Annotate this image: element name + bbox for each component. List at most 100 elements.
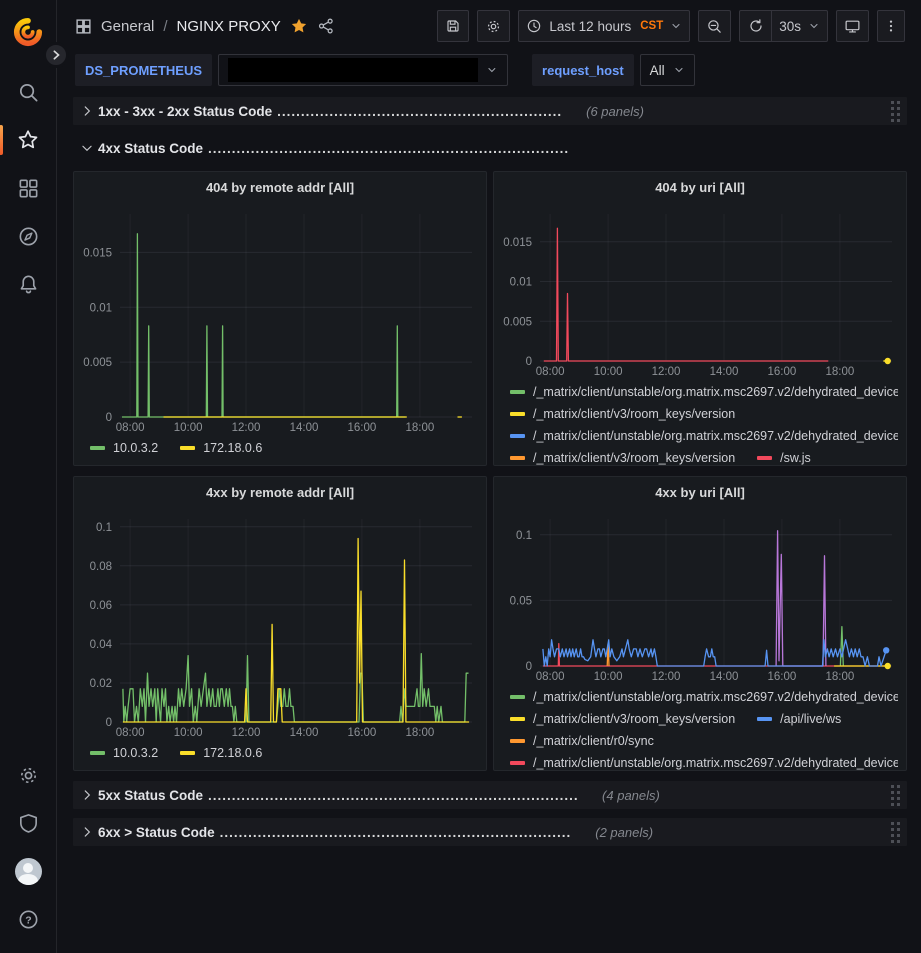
legend-row: /_matrix/client/r0/sync [510,730,898,752]
svg-text:0.08: 0.08 [90,561,112,573]
dashboard-settings-button[interactable] [477,10,511,42]
time-range-picker[interactable]: Last 12 hours CST [518,10,691,42]
sidebar-item-server-admin[interactable] [6,801,50,845]
variable-label-ds-prometheus[interactable]: DS_PROMETHEUS [75,54,213,86]
sidebar-item-alerting[interactable] [6,262,50,306]
legend-item[interactable]: /_matrix/client/unstable/org.matrix.msc2… [510,429,898,443]
row-title-dots: ........................................… [219,824,572,840]
svg-text:08:00: 08:00 [536,366,565,378]
legend-color-marker [90,446,105,450]
time-range-label: Last 12 hours [549,18,632,34]
legend-item[interactable]: 10.0.3.2 [90,441,158,455]
legend-row: /_matrix/client/v3/room_keys/version [510,403,898,425]
legend-item[interactable]: 10.0.3.2 [90,746,158,760]
row-6xx[interactable]: 6xx > Status Code ......................… [73,818,907,846]
svg-text:0.015: 0.015 [83,247,112,259]
legend-color-marker [510,434,525,438]
timeseries-chart[interactable]: 0 0.005 0.01 0.015 08:00 10:00 12:00 14:00 16:00… [494,202,906,379]
sidebar-item-explore[interactable] [6,214,50,258]
chart-svg: 0 0.005 0.01 0.015 08:00 10:00 12:00 14:00 16:00… [503,214,892,378]
variable-value: All [649,62,665,78]
sidebar-item-help[interactable]: ? [6,897,50,941]
sidebar-item-starred[interactable] [0,118,50,162]
legend-label: /_matrix/client/unstable/org.matrix.msc2… [533,385,898,399]
grafana-logo[interactable] [6,10,50,54]
svg-text:0: 0 [526,356,532,368]
legend-item[interactable]: /_matrix/client/unstable/org.matrix.msc2… [510,756,898,770]
sidebar-item-dashboards[interactable] [6,166,50,210]
sidebar-item-user-profile[interactable] [6,849,50,893]
row-drag-handle[interactable] [890,784,901,806]
timeseries-chart[interactable]: 0 0.05 0.1 08:00 10:00 12:00 14:00 16:00 18:00 [494,507,906,684]
legend-item[interactable]: /_matrix/client/v3/room_keys/version [510,407,735,421]
chart-svg: 0 0.005 0.01 0.015 08:00 10:00 12:00 14:00 16:00… [83,214,472,434]
cycle-view-mode-button[interactable] [836,10,869,42]
row-drag-handle[interactable] [890,100,901,122]
legend-row: /_matrix/client/unstable/org.matrix.msc2… [510,752,898,770]
svg-text:0.1: 0.1 [96,522,112,534]
chevron-right-icon [53,50,60,60]
row-1xx-3xx-2xx[interactable]: 1xx - 3xx - 2xx Status Code ............… [73,97,907,125]
save-icon [447,20,459,32]
legend-label: /_matrix/client/unstable/org.matrix.msc2… [533,429,898,443]
svg-text:0: 0 [106,717,112,729]
sidebar-item-configuration[interactable] [6,753,50,797]
panel-legend: 10.0.3.2 172.18.0.6 [74,740,486,770]
svg-text:18:00: 18:00 [406,727,435,739]
legend-item[interactable]: /api/live/ws [757,712,841,726]
svg-text:12:00: 12:00 [232,422,261,434]
legend-label: 172.18.0.6 [203,441,263,455]
refresh-interval-select[interactable]: 30s [771,10,828,42]
panel-title[interactable]: 404 by uri [All] [655,179,745,195]
zoom-out-button[interactable] [698,10,732,42]
legend-item[interactable]: /sw.js [757,451,811,465]
monitor-icon [845,20,860,33]
row-4xx[interactable]: 4xx Status Code ........................… [73,134,907,162]
kebab-menu-icon [889,20,893,32]
row-5xx[interactable]: 5xx Status Code ........................… [73,781,907,809]
share-icon[interactable] [317,17,335,35]
legend-item[interactable]: 172.18.0.6 [180,746,262,760]
legend-item[interactable]: /_matrix/client/v3/room_keys/version [510,451,735,465]
legend-row: /_matrix/client/v3/room_keys/version/sw.… [510,447,898,465]
grafana-logo-icon [13,17,43,47]
row-drag-handle[interactable] [890,821,901,843]
legend-item[interactable]: /_matrix/client/unstable/org.matrix.msc2… [510,385,898,399]
refresh-button[interactable] [739,10,772,42]
svg-text:0.015: 0.015 [503,237,532,249]
gear-icon [488,20,500,32]
chevron-right-icon [80,788,98,802]
timezone-label: CST [640,20,664,32]
chevron-down-icon [80,141,98,155]
chart-svg: 0 0.02 0.04 0.06 0.08 0.1 08:00 10:00 12:00 14:00… [90,519,472,739]
panel-title[interactable]: 4xx by uri [All] [655,484,745,500]
svg-text:08:00: 08:00 [116,422,145,434]
timeseries-chart[interactable]: 0 0.02 0.04 0.06 0.08 0.1 08:00 10:00 12:00 14:00… [74,507,486,740]
save-dashboard-button[interactable] [437,10,470,42]
svg-text:14:00: 14:00 [290,727,319,739]
more-options-button[interactable] [877,10,905,42]
favorite-star-icon[interactable] [290,17,308,35]
legend-color-marker [510,456,525,460]
breadcrumb-folder[interactable]: General [101,17,155,35]
variable-label-request-host[interactable]: request_host [532,54,634,86]
dashboard-title[interactable]: NGINX PROXY [176,17,281,35]
sidebar-item-search[interactable] [6,70,50,114]
timeseries-chart[interactable]: 0 0.005 0.01 0.015 08:00 10:00 12:00 14:00 16:00… [74,202,486,435]
legend-item[interactable]: 172.18.0.6 [180,441,262,455]
chevron-down-icon [672,23,680,29]
variable-select-request-host[interactable]: All [639,54,695,86]
panel-title[interactable]: 404 by remote addr [All] [205,179,355,195]
svg-text:18:00: 18:00 [406,422,435,434]
svg-text:08:00: 08:00 [536,671,565,683]
panel-title[interactable]: 4xx by remote addr [All] [205,484,355,500]
svg-text:10:00: 10:00 [594,671,623,683]
variable-select-ds-prometheus[interactable] [218,54,509,86]
sidebar-expand-button[interactable] [43,42,69,68]
panel-grid: 404 by remote addr [All] 0 0.005 0.01 0.015… [73,171,907,771]
legend-item[interactable]: /_matrix/client/unstable/org.matrix.msc2… [510,690,898,704]
svg-text:0.1: 0.1 [516,530,532,542]
legend-item[interactable]: /_matrix/client/r0/sync [510,734,654,748]
legend-item[interactable]: /_matrix/client/v3/room_keys/version [510,712,735,726]
legend-label: 172.18.0.6 [203,746,263,760]
